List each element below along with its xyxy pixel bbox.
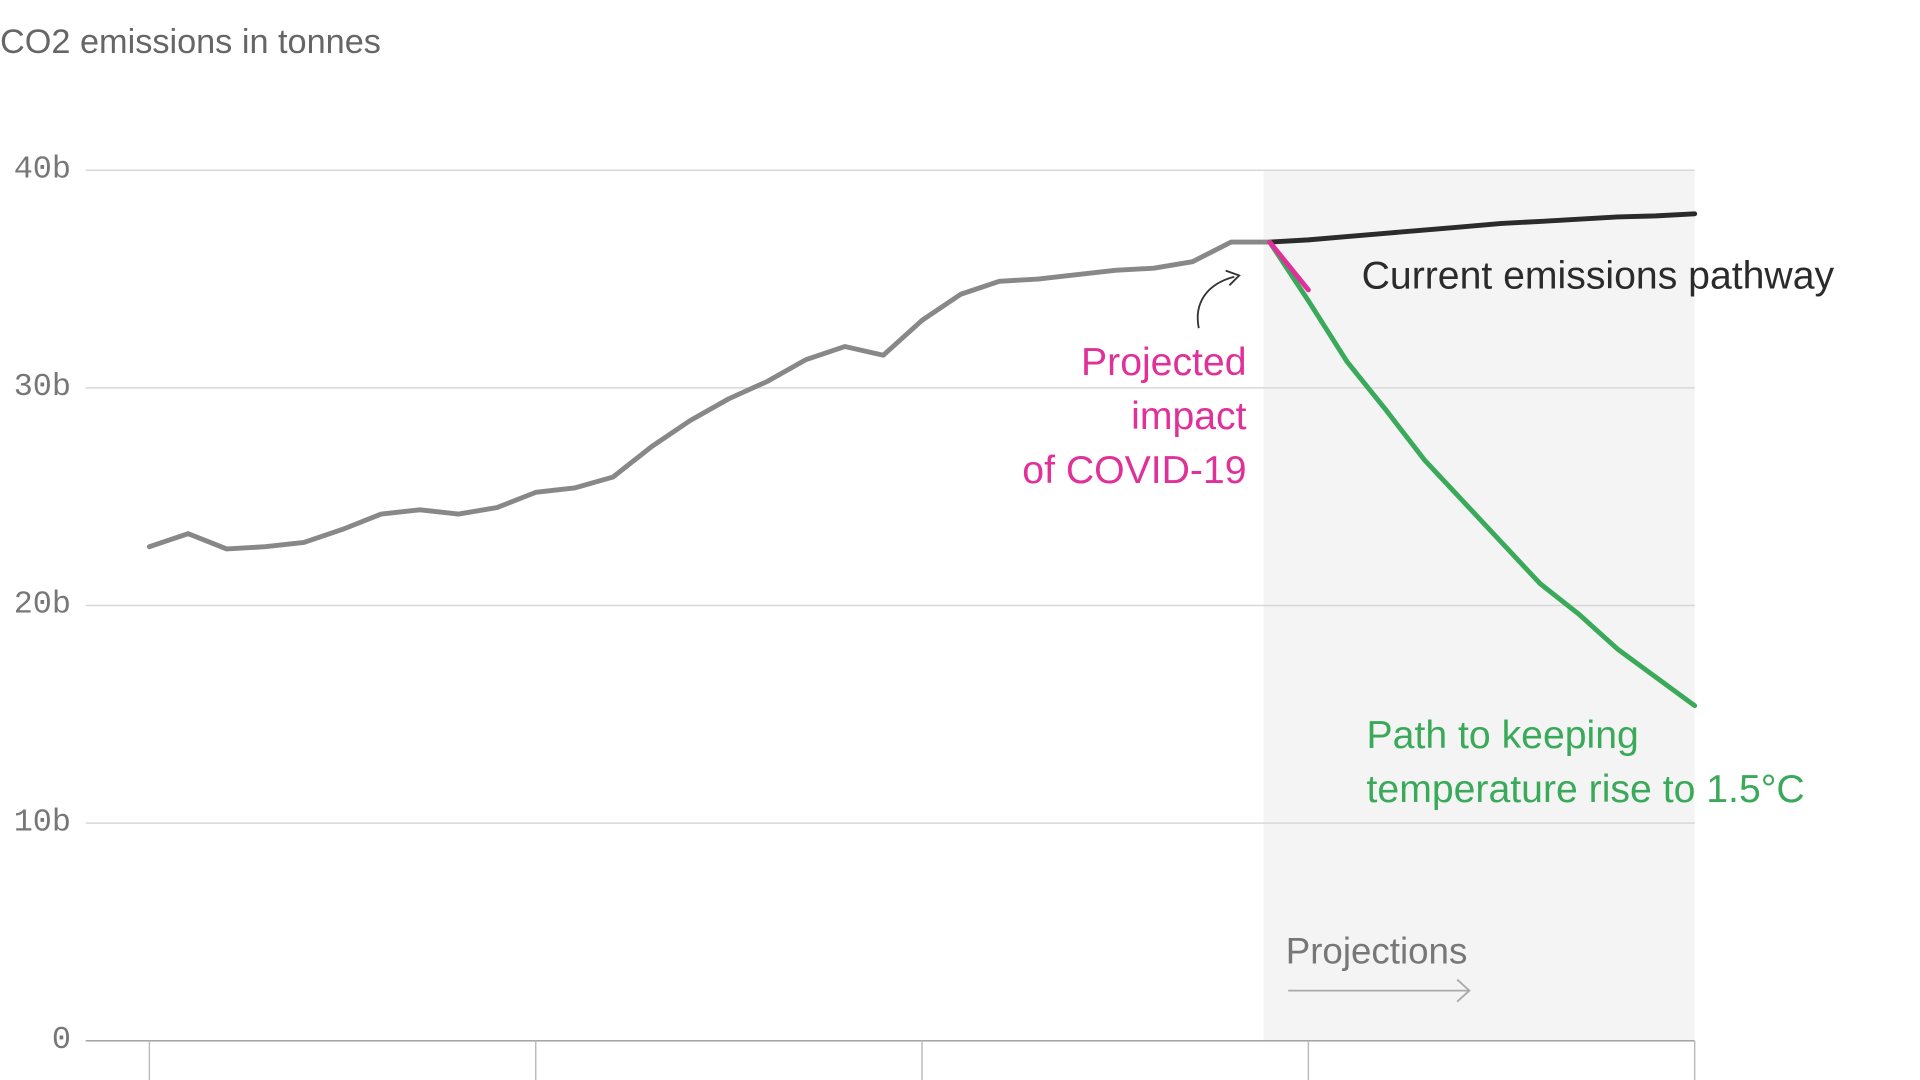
annotation-line: of COVID-19 [1022,449,1246,492]
y-tick-label: 30b [14,369,71,405]
projection-arrow [1288,978,1471,1003]
series-label: Path to keeping temperature rise to 1.5°… [1366,712,1805,811]
y-tick-label: 10b [14,804,71,840]
series-label: Current emissions pathway [1362,254,1835,297]
annotation-line: Projected [1081,341,1247,384]
annotation-arrowhead [1225,269,1241,286]
series-label-box: Path to keeping temperature rise to 1.5°… [1366,712,1805,811]
series-line [146,239,1273,552]
series-line [1267,211,1698,245]
annotation-line: impact [1131,395,1246,438]
y-tick-label: 20b [14,587,71,623]
series-line [1267,239,1698,709]
series-line [1267,239,1311,293]
y-tick-label: 40b [14,151,71,187]
annotation-arrow [1196,275,1235,329]
y-tick-label: 0 [52,1022,71,1058]
projection-label: Projections [1286,931,1468,972]
y-axis-title: CO2 emissions in tonnes [0,23,381,61]
